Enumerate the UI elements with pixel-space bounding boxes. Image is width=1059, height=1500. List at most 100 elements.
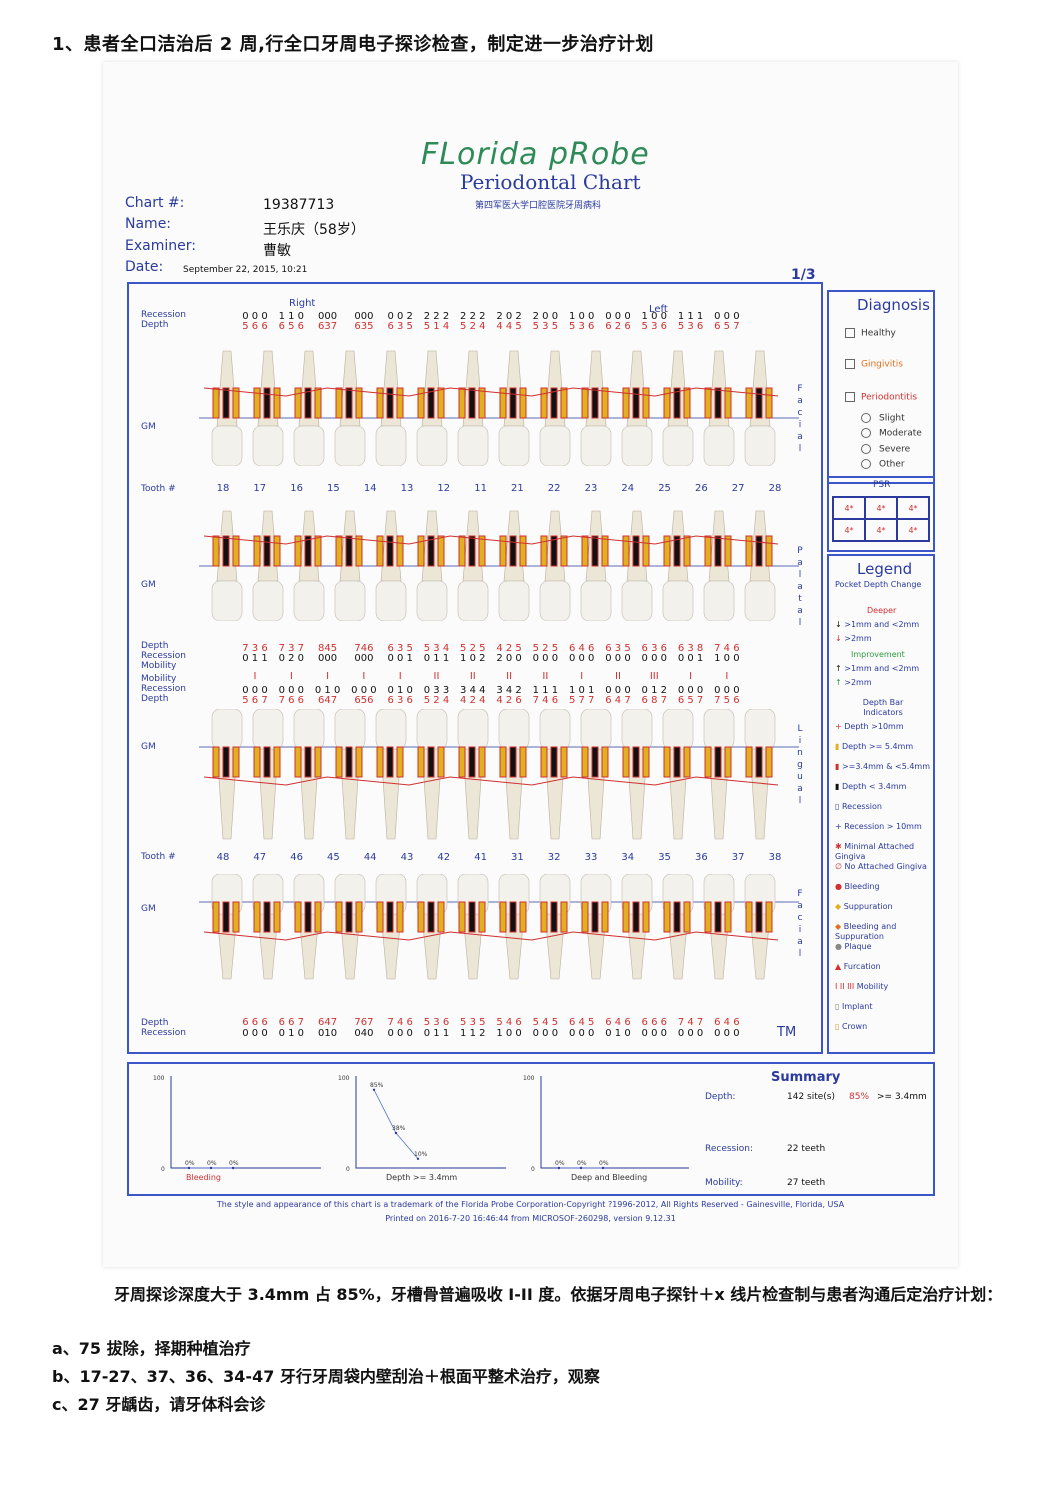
depth-bar [458,387,466,419]
moderate-radio[interactable] [861,428,871,438]
depth-bar [622,387,630,419]
facial-depth-row: 6 6 6 6 6 7 647 767 7 4 6 5 3 6 5 3 5 5 4 6 5 4 … [241,1018,741,1028]
slight-option[interactable]: Slight [861,413,905,424]
depth-value: 6 4 7 [605,695,631,706]
depth-bar [550,746,558,778]
depth-bar [765,746,773,778]
gingivitis-checkbox[interactable] [845,359,855,369]
chart-point [579,1166,583,1170]
recession-value: 040 [354,1028,374,1039]
chart-point-label: 0% [577,1160,587,1167]
depth-bar [499,387,507,419]
depth-bar [468,746,476,778]
periodontitis-checkbox[interactable] [845,392,855,402]
depth-bar [314,901,322,933]
tooth-icon [416,709,448,840]
recession-value: 0 0 2 [387,311,413,322]
depth-bar [458,901,466,933]
severe-option[interactable]: Severe [861,444,910,455]
depth-bar [663,535,671,567]
healthy-option[interactable]: Healthy [845,328,896,339]
examiner-label: Examiner: [125,238,196,254]
depth-value: 5 2 4 [423,695,450,706]
page-heading: 1、患者全口洁治后 2 周,行全口牙周电子探诊检查，制定进一步治疗计划 [52,34,654,55]
tooth-icon [416,350,448,466]
facial-side-label-upper: Facial [795,384,805,456]
depth-value: 7 4 6 [532,695,559,706]
psr-cell: 4* [897,519,929,541]
severe-radio[interactable] [861,444,871,454]
depth-bar [509,535,517,567]
up-arrow-green-icon: ↑ [835,678,845,687]
chart-point-label: 0% [229,1160,239,1167]
legend-deeper-2-text: >2mm [844,634,872,643]
recession-value: 2 0 2 [496,311,522,322]
depth-bar [304,535,312,567]
depth-bar [755,746,763,778]
depth-bar [601,901,609,933]
legend-item: ▮ Depth < 3.4mm [835,782,931,792]
recession-value: 0 0 0 [242,685,268,696]
tooth-icon [662,350,694,466]
depth-bar [345,535,353,567]
depth-bar [437,901,445,933]
moderate-option[interactable]: Moderate [861,428,922,439]
chart-x-label: Depth >= 3.4mm [386,1173,457,1182]
tooth-icon [293,510,325,621]
depth-bar [222,901,230,933]
depth-bar [745,901,753,933]
periodontal-chart-sheet: FLorida pRobe Periodontal Chart 第四军医大学口腔… [103,62,958,1267]
depth-bar [335,901,343,933]
depth-value: 6 3 8 [677,643,704,654]
recession-value: 0 1 2 [641,685,667,696]
periodontitis-option[interactable]: Periodontitis [845,392,917,403]
tooth-icon [211,510,243,621]
depth-bar [581,387,589,419]
footer-copyright: The style and appearance of this chart i… [216,1200,845,1209]
other-option[interactable]: Other [861,459,905,470]
lower-tooth-label: Tooth # [141,852,176,862]
mobility-value: I [289,671,293,682]
depth-bar [591,746,599,778]
depth-bar [376,746,384,778]
depth-bar [253,746,261,778]
healthy-checkbox[interactable] [845,328,855,338]
legend-marker-icon: + [835,822,845,831]
depth-bar [478,901,486,933]
summary-depth-label: Depth: [705,1092,736,1102]
tooth-number: 47 [253,852,267,863]
chart-x-label: Bleeding [186,1173,221,1182]
depth-value: 647 [318,1017,338,1028]
depth-bar [478,387,486,419]
recession-value: 0 0 0 [242,311,268,322]
recession-value: 000 [318,653,338,664]
depth-bar [591,387,599,419]
chart-no-label: Chart #: [125,195,185,211]
slight-radio[interactable] [861,413,871,423]
upper-depth-label: Depth [141,320,169,330]
tooth-icon [457,350,489,466]
tooth-icon [334,709,366,840]
up-arrow-icon: ↑ [835,664,845,673]
attachment-line [203,931,779,941]
right-label: Right [289,298,316,309]
gingivitis-option[interactable]: Gingivitis [845,359,903,370]
depth-bar [355,746,363,778]
depth-bar [222,746,230,778]
recession-value: 1 0 0 [641,311,667,322]
tooth-number: 31 [511,852,524,863]
mobility-value: II [542,671,549,682]
legend-item-text: Bleeding [844,882,880,891]
l-recession-label: Recession [141,684,186,694]
other-radio[interactable] [861,459,871,469]
depth-bar [550,535,558,567]
summary-box: 100 0 0% 0% 0% Bleeding 100 0 85% 38% 10% Depth >= … [127,1062,935,1196]
depth-bar [632,746,640,778]
depth-value: 845 [318,643,338,654]
depth-bar [232,387,240,419]
tooth-number: 18 [216,483,230,494]
tooth-number: 22 [547,483,561,494]
tooth-icon [293,874,325,980]
depth-bar [724,535,732,567]
tm-mark: TM [777,1025,797,1040]
